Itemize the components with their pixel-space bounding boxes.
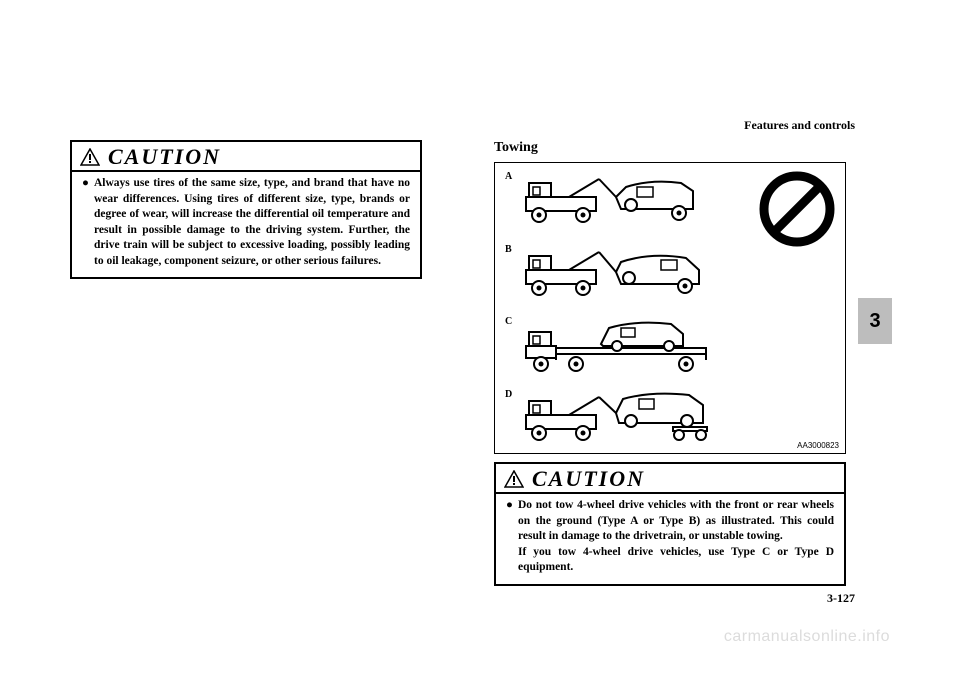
towing-title: Towing bbox=[494, 140, 890, 156]
bullet-icon: ● bbox=[82, 176, 94, 269]
chapter-tab: 3 bbox=[858, 298, 892, 344]
label-b: B bbox=[505, 242, 515, 255]
diagram-row-b: B bbox=[505, 242, 835, 304]
towing-diagram: A bbox=[494, 162, 846, 454]
caution-box-towing: CAUTION ● Do not tow 4-wheel drive vehic… bbox=[494, 462, 846, 586]
warning-triangle-icon bbox=[504, 470, 524, 488]
page: Features and controls CAUTION bbox=[0, 0, 960, 678]
caution-body-tires: ● Always use tires of the same size, typ… bbox=[72, 172, 420, 277]
tow-type-c-icon bbox=[521, 314, 751, 374]
page-number: 3-127 bbox=[827, 591, 855, 606]
bullet-icon: ● bbox=[506, 498, 518, 576]
diagram-row-c: C bbox=[505, 314, 835, 376]
caution-text-towing: Do not tow 4-wheel drive vehicles with t… bbox=[518, 498, 834, 576]
tow-type-d-icon bbox=[521, 387, 751, 445]
prohibit-icon bbox=[759, 171, 835, 247]
tow-type-a-icon bbox=[521, 169, 731, 225]
caution-title-row-2: CAUTION bbox=[496, 464, 844, 494]
header-section: Features and controls bbox=[744, 118, 855, 133]
two-column-layout: CAUTION ● Always use tires of the same s… bbox=[70, 140, 890, 586]
right-column: Towing A bbox=[494, 140, 890, 586]
label-c: C bbox=[505, 314, 515, 327]
caution-body-towing: ● Do not tow 4-wheel drive vehicles with… bbox=[496, 494, 844, 584]
caution-title-2: CAUTION bbox=[532, 466, 645, 492]
label-d: D bbox=[505, 387, 515, 400]
diagram-row-d: D bbox=[505, 387, 835, 449]
caution-title: CAUTION bbox=[108, 144, 221, 170]
watermark: carmanualsonline.info bbox=[724, 628, 890, 646]
caution-box-tires: CAUTION ● Always use tires of the same s… bbox=[70, 140, 422, 279]
warning-triangle-icon bbox=[80, 148, 100, 166]
tow-type-b-icon bbox=[521, 242, 731, 298]
left-column: CAUTION ● Always use tires of the same s… bbox=[70, 140, 466, 586]
caution-title-row: CAUTION bbox=[72, 142, 420, 172]
caution-text-tires: Always use tires of the same size, type,… bbox=[94, 176, 410, 269]
label-a: A bbox=[505, 169, 515, 182]
image-code: AA3000823 bbox=[797, 441, 839, 450]
